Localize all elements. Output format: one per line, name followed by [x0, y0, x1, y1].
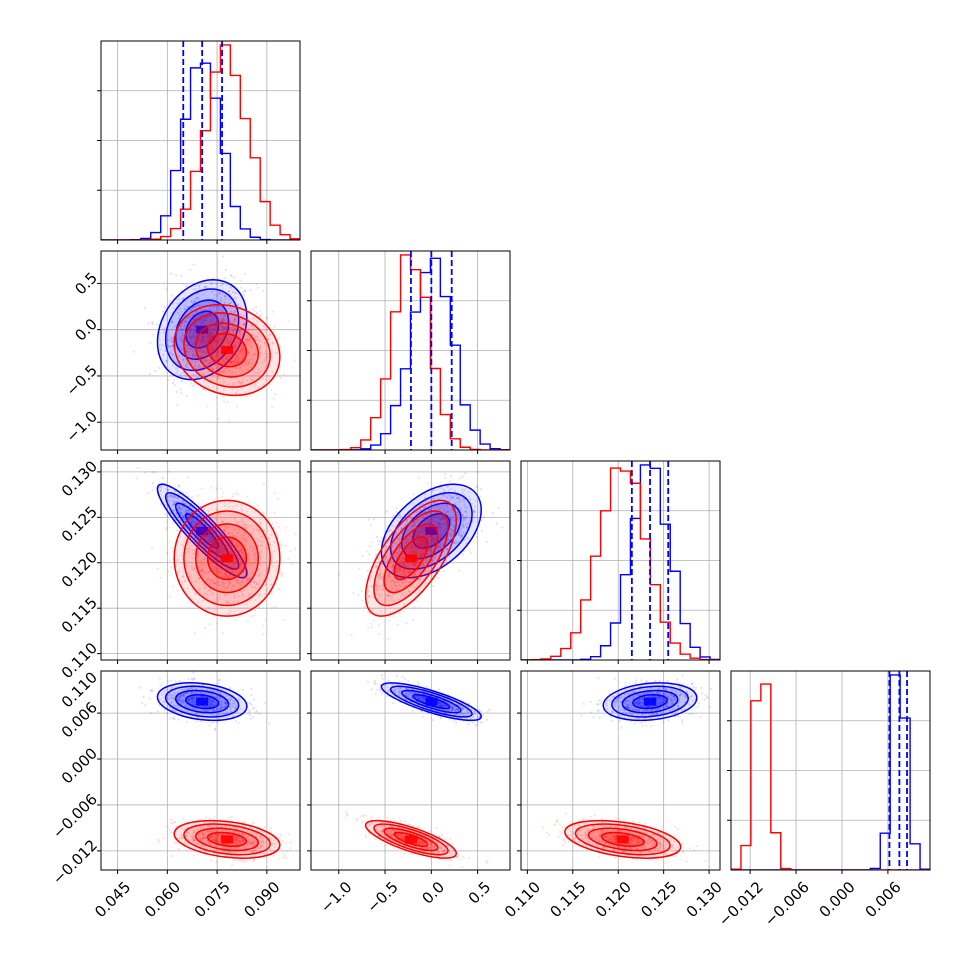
density-core-blue [196, 697, 209, 706]
y-tick-label-p2-3: 0.125 [58, 503, 101, 546]
y-tick-label-p1-2: 0.0 [71, 315, 101, 345]
x-tick-label-p1-3: 0.5 [465, 878, 495, 908]
axes-frame-3-1 [310, 670, 511, 871]
x-tick-label-p3-1: −0.006 [761, 878, 813, 930]
y-tick-label-p3-2: 0.000 [58, 744, 101, 787]
x-tick-label-p1-0: −1.0 [317, 878, 355, 916]
panel-2-0 [97, 460, 301, 664]
density-core-blue [425, 697, 438, 706]
y-tick-label-p1-1: −0.5 [63, 361, 101, 399]
x-tick-label-p0-3: 0.090 [240, 878, 283, 921]
panel-2-2 [517, 460, 721, 664]
y-tick-label-p3-1: −0.006 [49, 790, 101, 842]
axes-frame-1-0 [100, 250, 301, 451]
density-core-red [616, 835, 629, 844]
x-tick-label-p3-0: −0.012 [715, 878, 767, 930]
y-tick-label-p2-2: 0.120 [58, 548, 101, 591]
histogram-red-p0 [101, 44, 300, 240]
panel-0-0 [97, 40, 301, 244]
y-tick-label-p1-0: −1.0 [63, 408, 101, 446]
x-tick-label-p0-2: 0.075 [191, 878, 234, 921]
density-core-red [404, 554, 417, 563]
panel-3-3 [727, 670, 931, 874]
panel-1-0 [97, 250, 301, 454]
x-tick-label-p2-2: 0.120 [592, 878, 635, 921]
y-tick-label-p2-4: 0.130 [58, 457, 101, 500]
panel-3-1 [307, 670, 511, 874]
x-tick-label-p1-2: 0.0 [418, 878, 448, 908]
x-tick-label-p2-1: 0.115 [546, 878, 589, 921]
density-core-blue [644, 697, 657, 706]
axes-frame-2-0 [100, 460, 301, 661]
density-core-blue [196, 526, 209, 535]
x-tick-label-p2-3: 0.125 [637, 878, 680, 921]
axes-frame-3-0 [100, 670, 301, 871]
x-tick-label-p0-0: 0.045 [91, 878, 134, 921]
panel-3-0 [97, 670, 301, 874]
density-core-red [404, 835, 417, 844]
x-tick-label-p2-0: 0.110 [501, 878, 544, 921]
density-core-red [221, 835, 234, 844]
panel-3-2 [517, 670, 721, 874]
histogram-red-p2 [521, 467, 720, 660]
y-tick-label-p2-1: 0.115 [58, 593, 101, 636]
y-tick-label-p1-3: 0.5 [71, 269, 101, 299]
density-core-red [221, 554, 234, 563]
histogram-blue-p2 [521, 464, 720, 660]
x-tick-label-p1-1: −0.5 [363, 878, 401, 916]
x-tick-label-p0-1: 0.060 [141, 878, 184, 921]
panel-1-1 [307, 250, 511, 454]
y-tick-label-p3-0: −0.012 [49, 836, 101, 888]
density-core-blue [425, 526, 438, 535]
x-tick-label-p3-3: 0.006 [862, 878, 905, 921]
panel-2-1 [307, 460, 511, 664]
axes-frame-2-1 [310, 460, 511, 661]
x-tick-label-p3-2: 0.000 [816, 878, 859, 921]
axes-frame-3-2 [520, 670, 721, 871]
density-core-red [221, 346, 234, 355]
